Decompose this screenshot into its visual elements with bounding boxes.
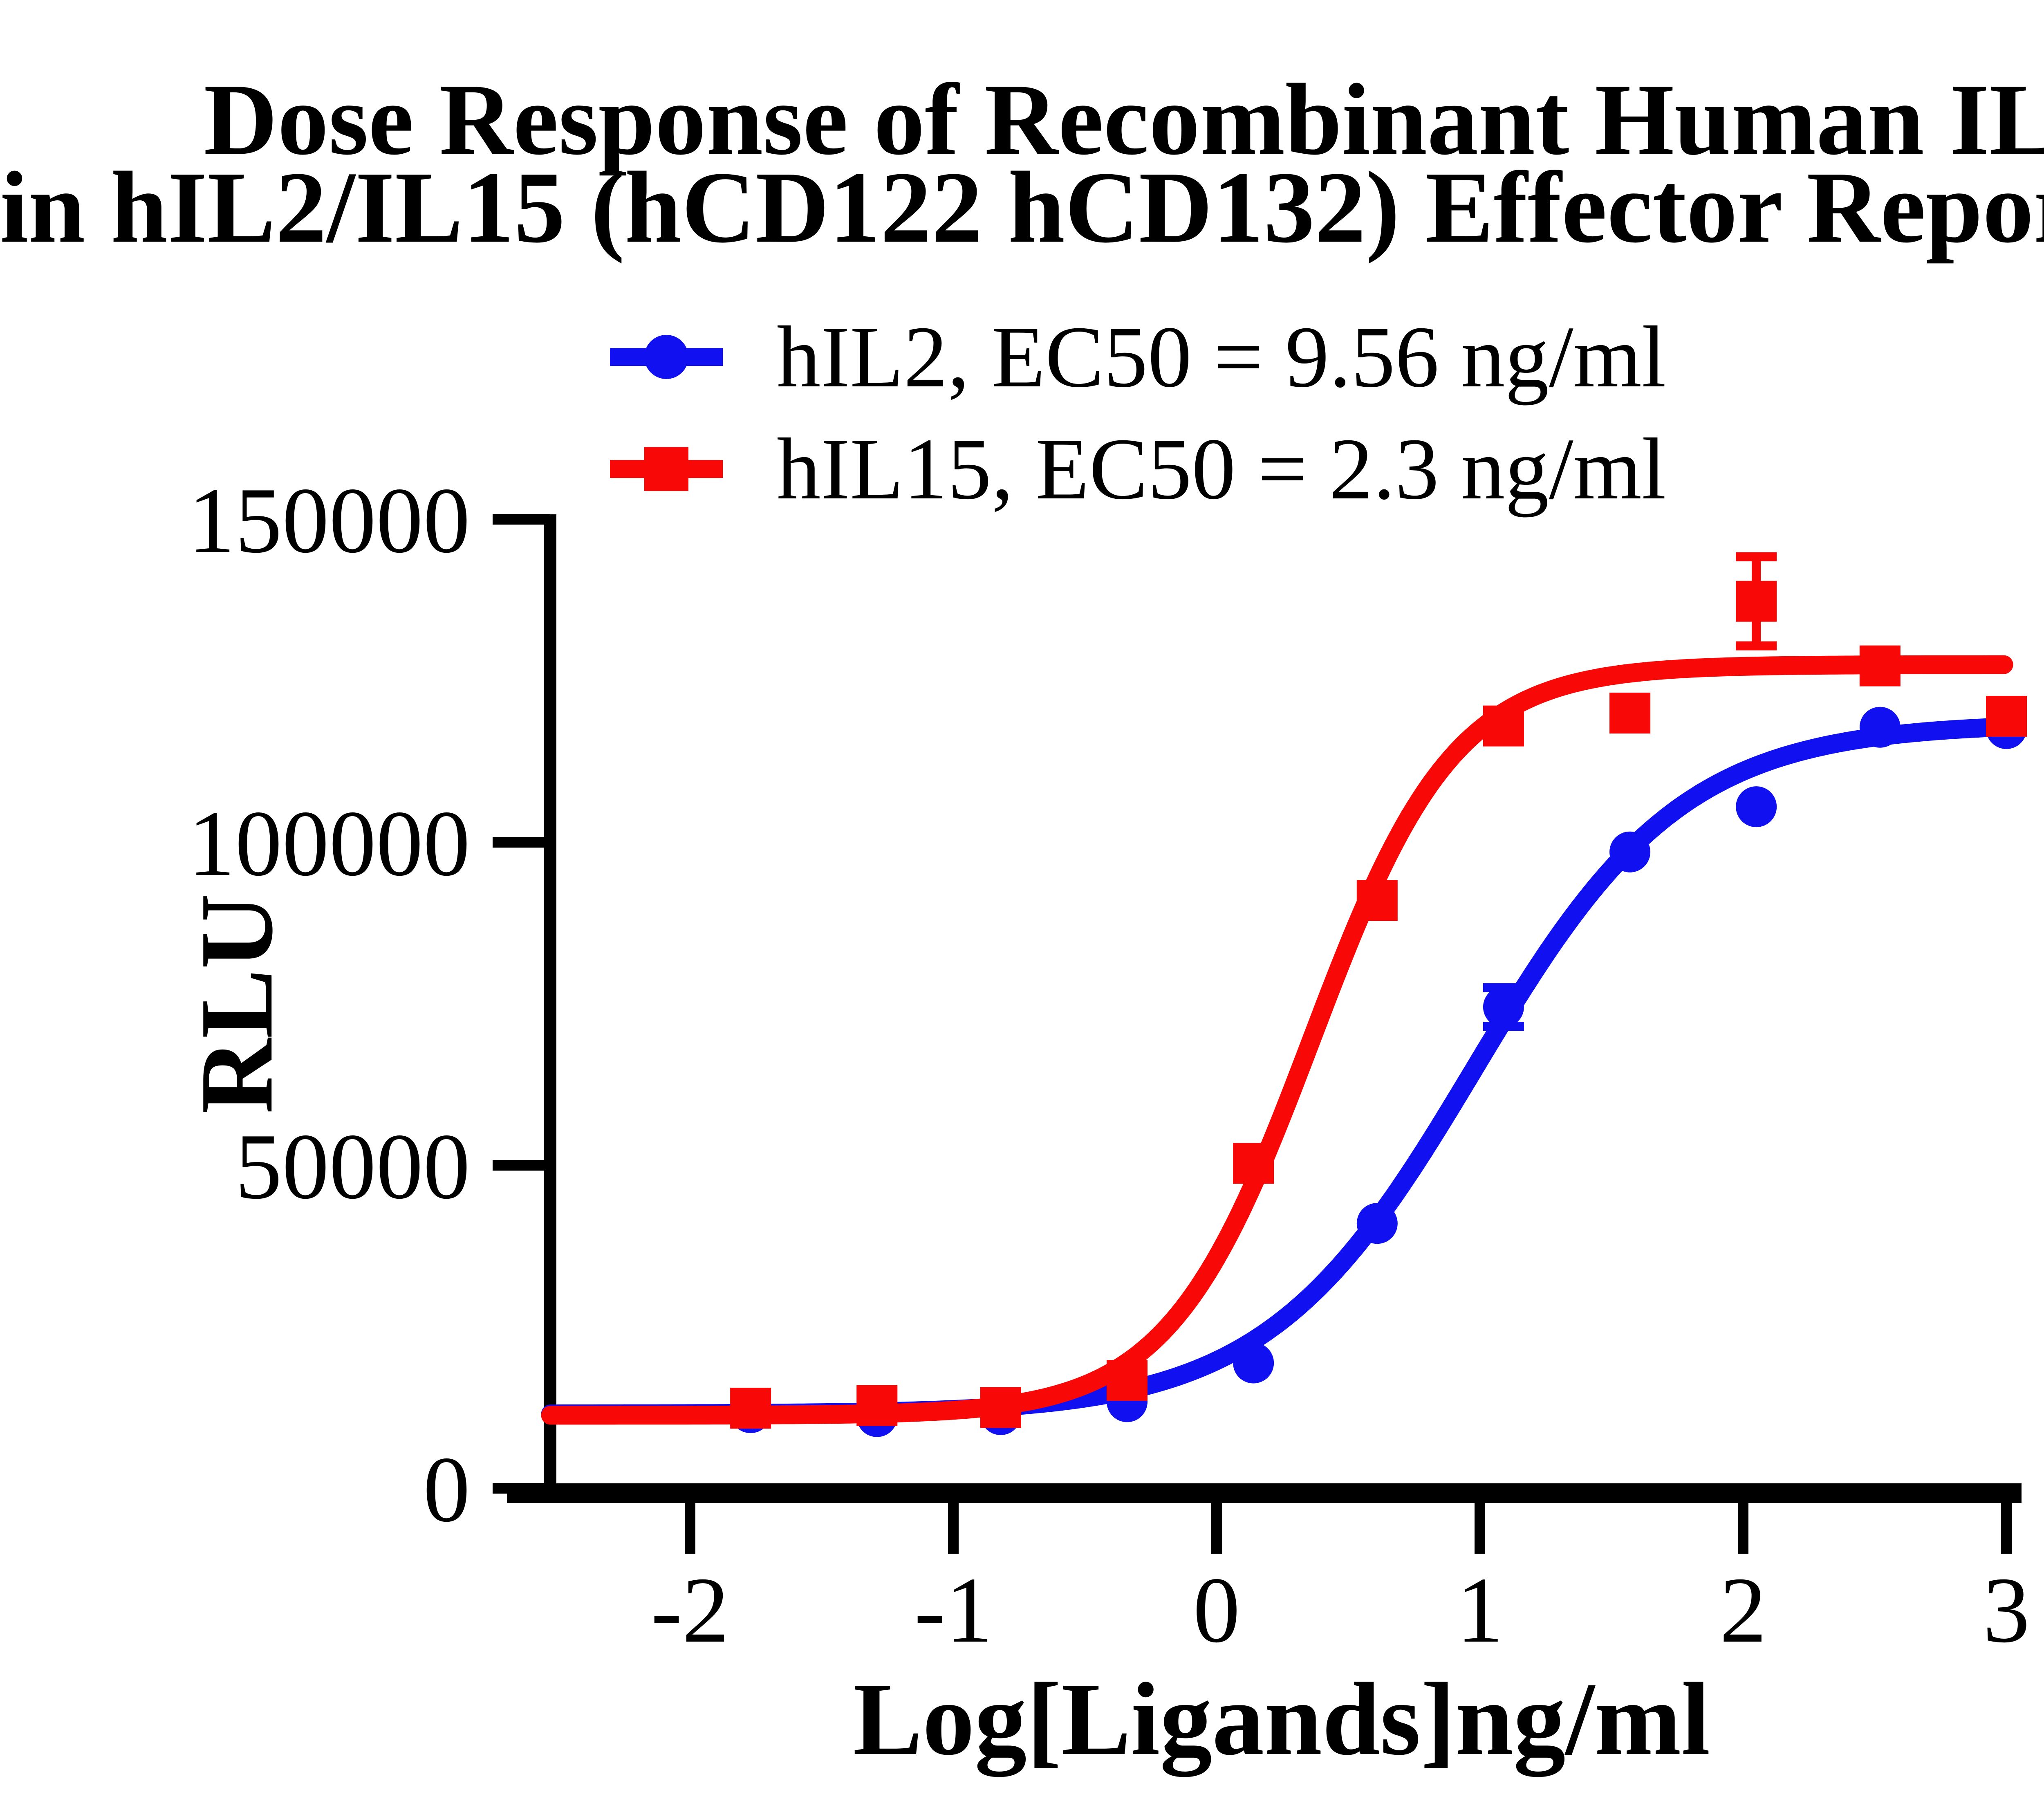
x-tick-label: 2 <box>1720 1558 1767 1662</box>
square-marker-icon <box>644 447 688 491</box>
hIL2-fit-curve <box>541 718 2013 1424</box>
hIL2-data-point <box>1859 707 1901 748</box>
figure-title-line2: in hIL2/IL15 (hCD122 hCD132) Effector Re… <box>0 151 2044 264</box>
hIL15-legend-marker <box>610 447 723 491</box>
figure-title-line1: Dose Response of Recombinant Human IL2/I… <box>204 63 2044 176</box>
hIL15-data-point <box>730 1388 771 1429</box>
hIL15-data-point <box>1356 880 1398 921</box>
hIL15-data-point <box>1233 1143 1274 1184</box>
x-axis-title: Log[Ligands]ng/ml <box>853 1662 1710 1777</box>
series-hIL2 <box>541 707 2027 1437</box>
hIL15-fit-curve <box>541 655 2013 1425</box>
tick-labels: 0 50000 100000 150000 -2 -1 0 1 2 3 <box>188 468 2030 1662</box>
x-tick-label: -1 <box>914 1558 993 1662</box>
hIL2-data-point <box>1233 1342 1274 1384</box>
hIL15-data-point <box>856 1385 898 1426</box>
hIL15-data-point <box>1736 581 1777 622</box>
hIL2-data-point <box>1736 786 1777 828</box>
x-tick-label: 1 <box>1457 1558 1504 1662</box>
hIL15-data-point <box>1986 695 2027 737</box>
hIL15-data-point <box>1107 1360 1148 1401</box>
hIL15-data-point <box>1483 705 1524 747</box>
x-tick-label: -2 <box>651 1558 729 1662</box>
legend-item-hIL2: hIL2, EC50 = 9.56 ng/ml <box>605 308 1666 406</box>
y-tick-label: 0 <box>423 1437 470 1541</box>
hIL15-data-point <box>1859 645 1901 686</box>
circle-marker-icon <box>644 335 688 379</box>
y-tick-label: 150000 <box>188 468 470 572</box>
x-tick-label: 3 <box>1983 1558 2030 1662</box>
hIL2-legend-marker <box>610 335 723 379</box>
series-hIL15 <box>541 552 2027 1429</box>
x-tick-label: 0 <box>1193 1558 1240 1662</box>
y-tick-label: 50000 <box>235 1114 470 1218</box>
legend-label-hIL2: hIL2, EC50 = 9.56 ng/ml <box>777 308 1666 406</box>
legend-label-hIL15: hIL15, EC50 = 2.3 ng/ml <box>777 420 1666 518</box>
hIL2-data-point <box>1483 986 1524 1027</box>
figure-title: Dose Response of Recombinant Human IL2/I… <box>0 63 2044 264</box>
y-tick-label: 100000 <box>188 791 470 895</box>
hIL2-data-point <box>1356 1203 1398 1244</box>
y-axis-title: RLU <box>179 894 294 1114</box>
axes <box>493 514 2022 1554</box>
hIL15-data-point <box>980 1387 1021 1428</box>
legend-item-hIL15: hIL15, EC50 = 2.3 ng/ml <box>605 420 1666 518</box>
hIL2-data-point <box>1609 831 1651 873</box>
legend: hIL2, EC50 = 9.56 ng/ml hIL15, EC50 = 2.… <box>605 308 1666 518</box>
hIL15-data-point <box>1609 693 1651 734</box>
